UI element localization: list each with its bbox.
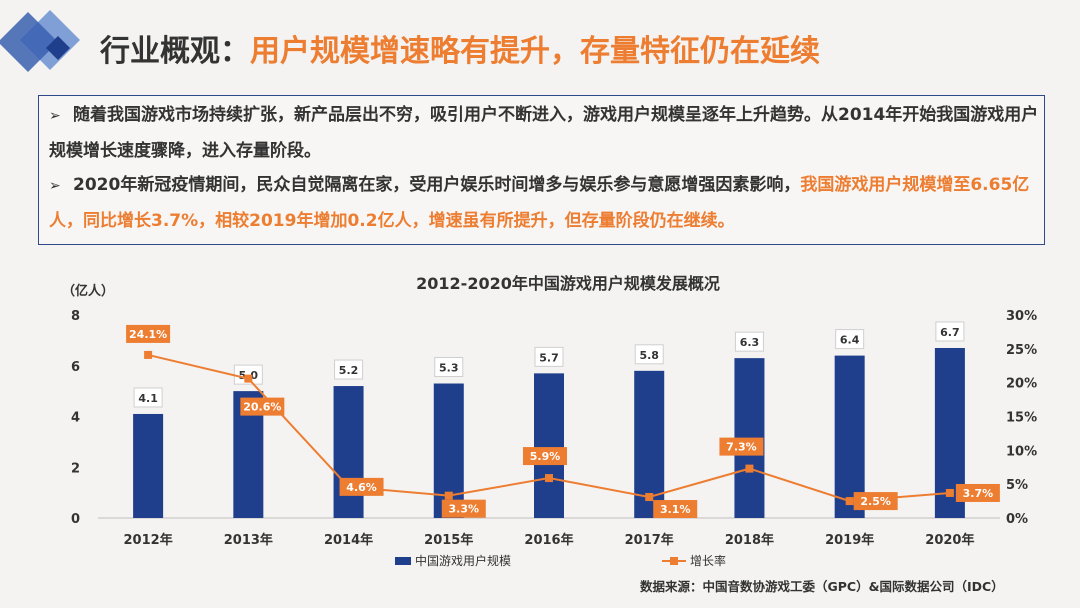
bullet-arrow-icon: ➢ [49, 178, 61, 194]
bar-label: 6.3 [740, 336, 760, 349]
growth-marker [645, 493, 654, 502]
category-label: 2018年 [725, 532, 774, 548]
growth-marker [845, 497, 854, 506]
growth-marker [144, 350, 153, 359]
growth-label: 3.3% [449, 503, 480, 516]
left-tick-label: 2 [71, 461, 80, 476]
bullet-2: ➢ 2020年新冠疫情期间，民众自觉隔离在家，受用户娱乐时间增多与娱乐参与意愿增强… [49, 168, 1039, 239]
bullet-arrow-icon: ➢ [49, 108, 61, 124]
growth-marker [244, 374, 253, 383]
bar [333, 386, 364, 518]
growth-label: 5.9% [530, 450, 561, 463]
bullet-1: ➢ 随着我国游戏市场持续扩张，新产品层出不穷，吸引用户不断进入，游戏用户规模呈逐年… [49, 98, 1039, 169]
legend-line-label: 增长率 [690, 553, 726, 568]
category-label: 2020年 [925, 532, 974, 548]
growth-label-box [441, 499, 486, 518]
growth-label-box [653, 500, 698, 519]
legend-bar-label: 中国游戏用户规模 [415, 553, 511, 568]
category-label: 2016年 [524, 532, 573, 548]
bar-label-box [133, 387, 163, 408]
bar-label-box [734, 331, 764, 352]
title-highlight: 用户规模增速略有提升，存量特征仍在延续 [250, 34, 820, 69]
right-axis-ticks: 0% 5% 10% 15% 20% 25% 30% [1006, 309, 1037, 527]
bar-labels: 4.15.05.25.35.75.86.36.46.7 [133, 321, 965, 408]
left-axis-ticks: 0 2 4 6 8 [71, 309, 80, 527]
bar-label-box [835, 329, 865, 350]
category-label: 2013年 [224, 532, 273, 548]
right-tick-label: 30% [1006, 309, 1037, 324]
bullet-2-text: 2020年新冠疫情期间，民众自觉隔离在家，受用户娱乐时间增多与娱乐参与意愿增强因… [73, 175, 801, 195]
growth-label: 24.1% [129, 328, 167, 341]
bar-label: 5.2 [339, 364, 359, 377]
category-label: 2012年 [124, 532, 173, 548]
chart-title: 2012-2020年中国游戏用户规模发展概况 [416, 274, 720, 293]
growth-label-box [955, 483, 1000, 502]
right-tick-label: 15% [1006, 411, 1037, 426]
growth-label: 7.3% [726, 441, 757, 454]
legend-line-marker [670, 557, 678, 565]
bar-label: 4.1 [138, 392, 158, 405]
bullet-2-highlight: 我国游戏用户规模增至6.65亿人，同比增长3.7%，相较2019年增加0.2亿人… [49, 175, 1030, 231]
growth-marker [444, 491, 453, 500]
bar [133, 413, 164, 518]
bullet-1-text: 随着我国游戏市场持续扩张，新产品层出不穷，吸引用户不断进入，游戏用户规模呈逐年上… [49, 105, 1039, 161]
left-tick-label: 6 [71, 360, 80, 375]
user-scale-chart: 2012-2020年中国游戏用户规模发展概况 （亿人） 0 2 4 6 8 0% 5% 10… [62, 274, 1037, 568]
growth-label: 3.7% [963, 487, 994, 500]
growth-marker [745, 464, 754, 473]
left-tick-label: 8 [71, 309, 80, 324]
growth-marker [545, 474, 553, 483]
growth-label-box [240, 397, 285, 416]
bar-label-box [935, 321, 965, 342]
bar [534, 373, 564, 518]
left-tick-label: 4 [71, 411, 80, 426]
growth-label-box [126, 324, 171, 343]
legend-bar-swatch [395, 557, 411, 565]
data-source: 数据来源：中国音数协游戏工委（GPC）&国际数据公司（IDC） [640, 579, 1004, 594]
bar [834, 355, 865, 518]
category-label: 2014年 [324, 532, 373, 548]
category-label: 2019年 [825, 532, 874, 548]
growth-label-box [523, 447, 567, 466]
page-title: 行业概观：用户规模增速略有提升，存量特征仍在延续 [100, 30, 820, 74]
growth-label: 20.6% [243, 401, 281, 414]
growth-label-box [339, 477, 384, 496]
growth-label: 2.5% [860, 495, 891, 508]
growth-marker [945, 488, 954, 497]
growth-label: 4.6% [346, 481, 377, 494]
right-tick-label: 0% [1006, 512, 1028, 527]
right-tick-label: 20% [1006, 377, 1037, 392]
bar-label: 5.8 [639, 349, 659, 362]
title-prefix: 行业概观： [100, 34, 250, 69]
growth-label-box [853, 492, 898, 511]
legend: 中国游戏用户规模 增长率 [395, 553, 726, 568]
bar-label: 5.7 [539, 351, 559, 364]
bar-label-box [334, 359, 364, 380]
bar-label-box [534, 346, 564, 367]
category-labels: 2012年 2013年 2014年 2015年 2016年 2017年 2018年 2019年… [124, 532, 975, 548]
category-label: 2017年 [625, 532, 674, 548]
summary-box: ➢ 随着我国游戏市场持续扩张，新产品层出不穷，吸引用户不断进入，游戏用户规模呈逐年… [38, 95, 1045, 245]
right-tick-label: 25% [1006, 343, 1037, 358]
right-tick-label: 5% [1006, 478, 1028, 493]
growth-labels: 24.1% 20.6% 4.6% 3.3% 5.9% 3.1% 7.3% 2.5% 3.7% [126, 324, 1000, 519]
category-label: 2015年 [424, 532, 473, 548]
right-tick-label: 10% [1006, 444, 1037, 459]
bar-label-box [434, 357, 464, 378]
bar-label: 6.4 [840, 334, 860, 347]
logo-diamonds-icon [0, 10, 80, 72]
growth-label: 3.1% [660, 503, 691, 516]
growth-label-box [719, 437, 764, 456]
bar-label: 6.7 [940, 326, 960, 339]
left-tick-label: 0 [71, 512, 80, 527]
bar-label: 5.3 [439, 362, 459, 375]
bar-label-box [634, 344, 664, 365]
y-axis-unit: （亿人） [62, 283, 114, 299]
